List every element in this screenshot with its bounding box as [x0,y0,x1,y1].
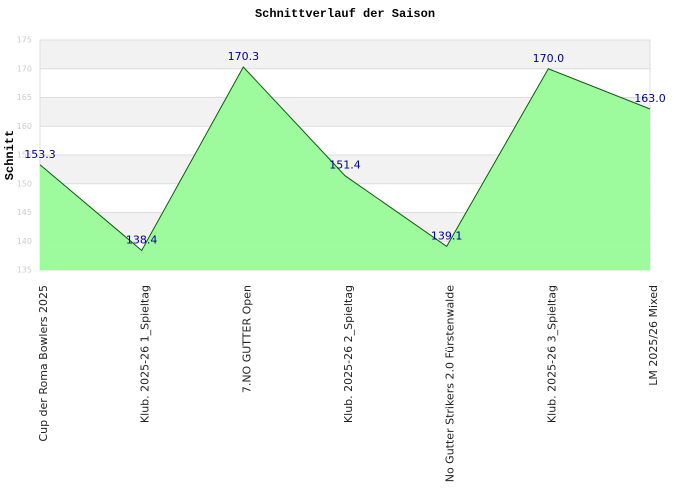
chart-title: Schnittverlauf der Saison [255,7,435,21]
x-tick-label: Klub. 2025-26 2_Spieltag [342,285,355,423]
area-fill [40,67,650,271]
y-tick-label: 155 [17,151,32,160]
x-tick-label: Cup der Roma Bowlers 2025 [37,285,50,442]
y-tick-label: 160 [17,122,32,131]
value-label: 163.0 [634,92,666,105]
y-axis-label: Schnitt [3,130,17,180]
y-tick-label: 175 [17,36,32,45]
y-tick-label: 165 [17,93,32,102]
y-tick-label: 150 [17,179,32,188]
x-tick-label: Klub. 2025-26 1_Spieltag [139,285,152,423]
value-label: 170.0 [533,52,565,65]
y-tick-label: 135 [17,266,32,275]
y-tick-label: 170 [17,64,32,73]
value-label: 153.3 [24,148,56,161]
y-tick-label: 140 [17,237,32,246]
value-label: 139.1 [431,229,463,242]
value-label: 170.3 [228,50,260,63]
x-tick-label: No Gutter Strikers 2.0 Fürstenwalde [444,285,457,483]
value-label: 151.4 [329,159,361,172]
y-tick-label: 145 [17,208,32,217]
x-tick-label: 7.NO GUTTER Open [240,285,253,393]
value-label: 138.4 [126,233,158,246]
x-tick-label: Klub. 2025-26 3_Spieltag [545,285,558,423]
area-line [39,66,651,252]
x-tick-label: LM 2025/26 Mixed [647,285,660,386]
grid-band [40,40,650,69]
